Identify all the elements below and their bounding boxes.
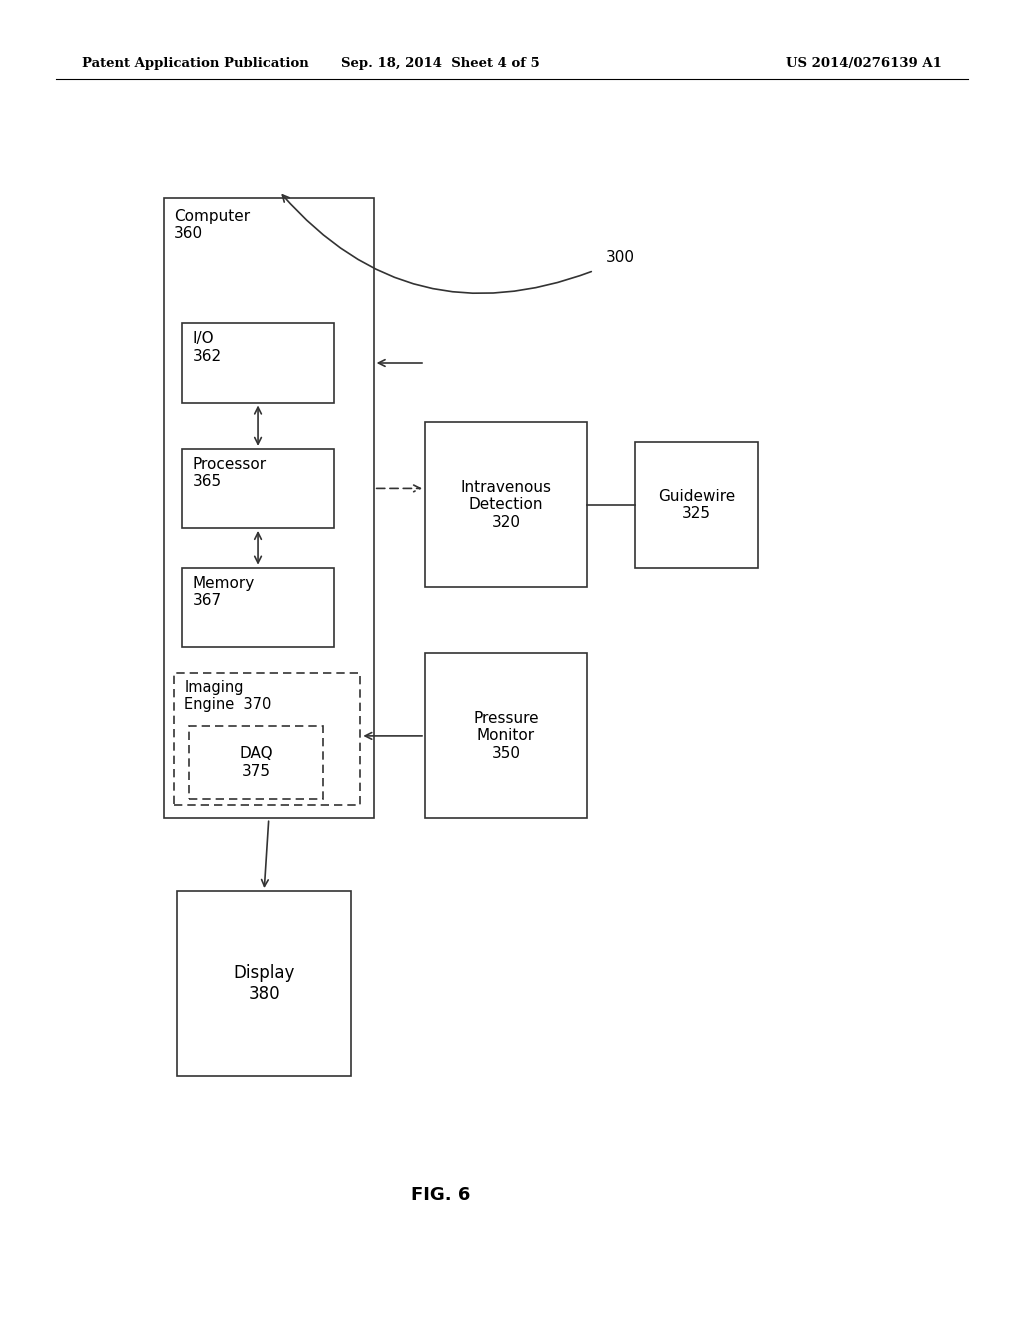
Text: Display
380: Display 380 — [233, 964, 295, 1003]
Text: FIG. 6: FIG. 6 — [411, 1185, 470, 1204]
Text: Processor
365: Processor 365 — [193, 457, 266, 490]
Text: 300: 300 — [606, 249, 635, 265]
Bar — [182, 323, 334, 403]
Text: Intravenous
Detection
320: Intravenous Detection 320 — [461, 480, 551, 529]
Bar — [164, 198, 374, 818]
Bar — [189, 726, 323, 799]
Text: Pressure
Monitor
350: Pressure Monitor 350 — [473, 711, 539, 760]
Text: Sep. 18, 2014  Sheet 4 of 5: Sep. 18, 2014 Sheet 4 of 5 — [341, 57, 540, 70]
Text: I/O
362: I/O 362 — [193, 331, 221, 364]
Text: Memory
367: Memory 367 — [193, 576, 255, 609]
Bar — [635, 442, 758, 568]
Text: Imaging
Engine  370: Imaging Engine 370 — [184, 680, 271, 713]
Text: Guidewire
325: Guidewire 325 — [657, 488, 735, 521]
Text: DAQ
375: DAQ 375 — [240, 746, 272, 779]
Bar — [425, 422, 587, 587]
Bar — [177, 891, 351, 1076]
Bar — [174, 673, 360, 805]
Bar — [182, 568, 334, 647]
Bar — [425, 653, 587, 818]
Text: Computer
360: Computer 360 — [174, 209, 250, 242]
Text: Patent Application Publication: Patent Application Publication — [82, 57, 308, 70]
Bar — [182, 449, 334, 528]
Text: US 2014/0276139 A1: US 2014/0276139 A1 — [786, 57, 942, 70]
